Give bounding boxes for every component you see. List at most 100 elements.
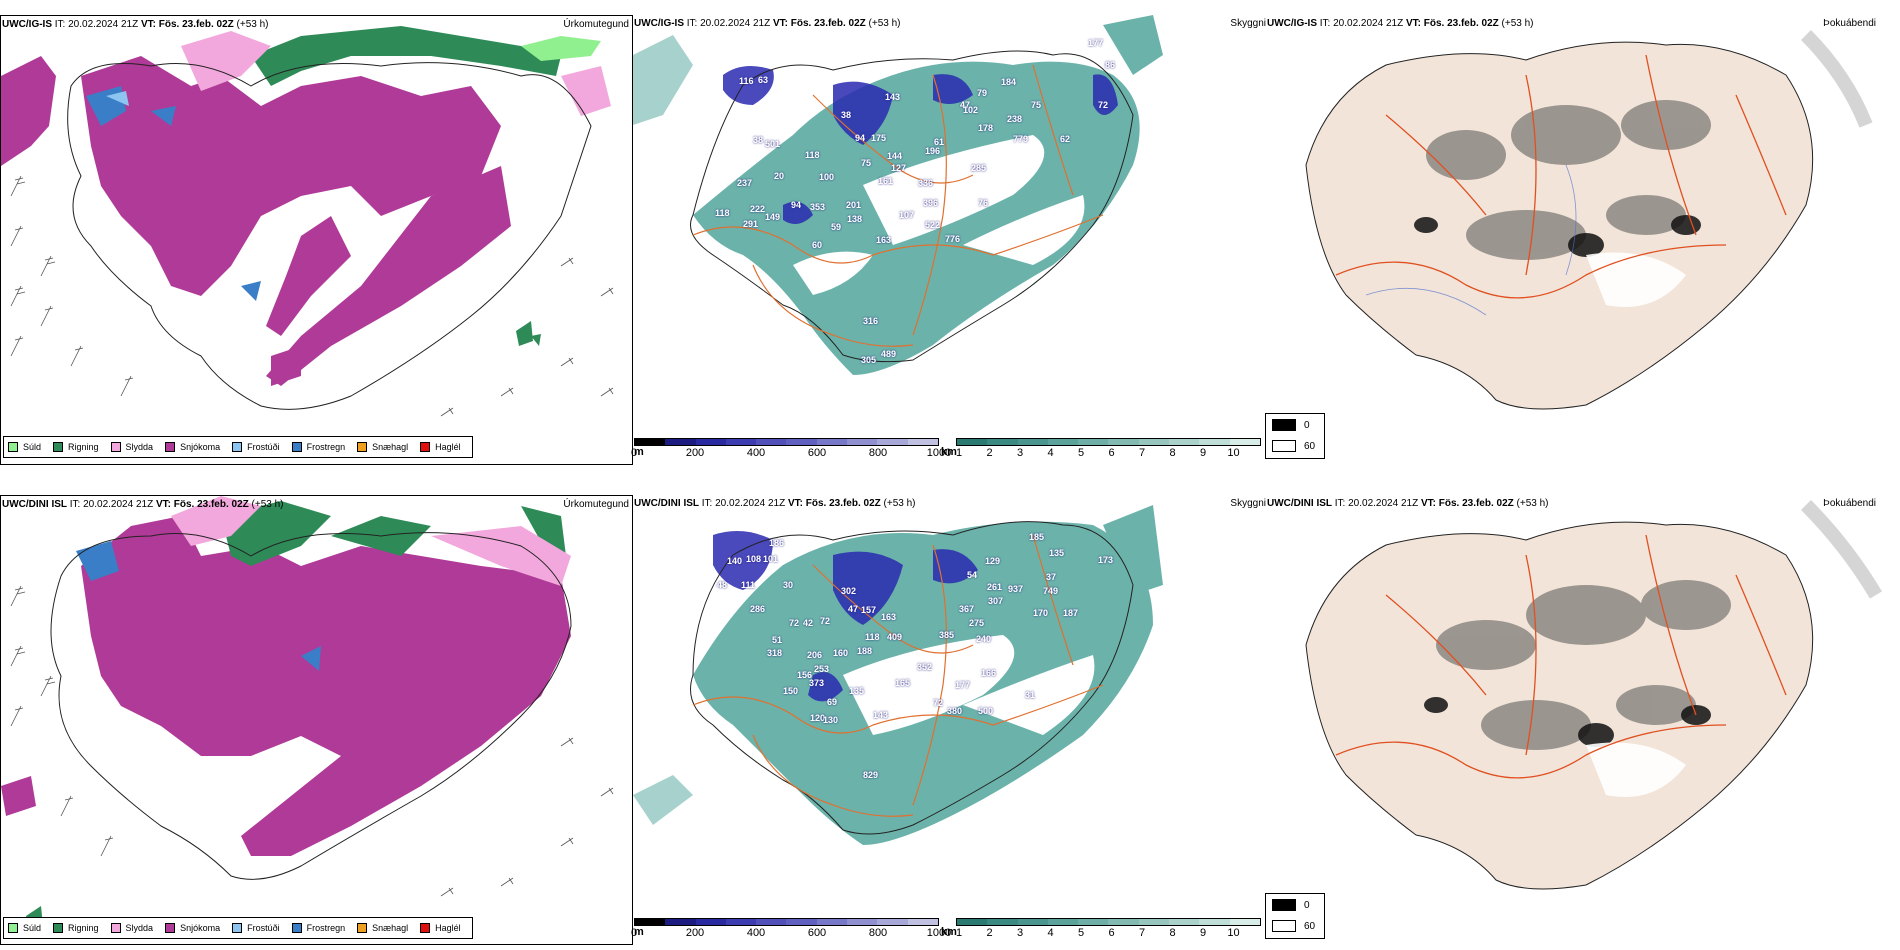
panel-title-1c: UWC/IG-IS IT: 20.02.2024 21Z VT: Fös. 23… (1267, 18, 1534, 29)
fog-legend-row-0: 0 (1272, 419, 1310, 431)
colorbar-swatch (907, 439, 938, 445)
colorbar-tick: 1 (955, 447, 963, 459)
precip-type-map-1 (1, 26, 614, 417)
cloud-base-value: 184 (1001, 77, 1017, 87)
cloud-base-value: 305 (861, 355, 877, 365)
cloud-base-value: 187 (1063, 608, 1079, 618)
colorbar-swatch (1047, 919, 1079, 925)
legend-label: Haglél (435, 442, 461, 452)
fog-map-2 (1305, 500, 1883, 890)
colorbar-swatch (725, 919, 757, 925)
legend-label: Snjókoma (180, 442, 221, 452)
cloud-base-values-2: 185 135 173 186 140 108 101 129 54 37 111 48 30 261 93… (633, 510, 1266, 910)
legend-label: Frostregn (306, 442, 346, 452)
cloud-base-value: 237 (737, 178, 753, 188)
visibility-colorbar-swatches (956, 918, 1261, 926)
legend-swatch (232, 923, 243, 933)
colorbar-tick: 600 (807, 447, 827, 459)
cloud-base-value: 72 (933, 698, 944, 708)
cloud-base-value: 318 (767, 648, 783, 658)
cloud-base-value: 201 (846, 200, 862, 210)
legend-item-snaehagl: Snæhagl (357, 442, 408, 452)
panel-type-label: Þokuábendi (1823, 498, 1876, 509)
visibility-colorbar-swatches (956, 438, 1261, 446)
cloud-base-unit: m (634, 446, 644, 458)
cloud-base-value: 143 (885, 92, 901, 102)
cloud-base-value: 76 (978, 198, 989, 208)
valid-time-label: VT: (1420, 498, 1436, 509)
fog-panel-1: UWC/IG-IS IT: 20.02.2024 21Z VT: Fös. 23… (1266, 15, 1900, 465)
colorbar-tick: 3 (1016, 447, 1024, 459)
colorbar-swatch (786, 919, 817, 925)
precip-type-panel-1: UWC/IG-IS IT: 20.02.2024 21Z VT: Fös. 23… (0, 15, 633, 465)
cloud-base-value: 144 (887, 151, 903, 161)
colorbar-tick: 5 (1077, 927, 1085, 939)
colorbar-tick: 10 (1227, 927, 1240, 939)
cloud-base-value: 177 (1088, 38, 1104, 48)
colorbar-tick: 0 (630, 927, 638, 939)
cloud-base-value: 173 (1098, 555, 1114, 565)
cloud-base-value: 285 (971, 163, 987, 173)
colorbar-swatch (1138, 919, 1170, 925)
legend-item-rigning: Rigning (53, 923, 99, 933)
colorbar-tick: 600 (807, 927, 827, 939)
cloud-base-value: 101 (763, 554, 779, 564)
cloud-base-value: 170 (1033, 608, 1049, 618)
cloud-base-value: 38 (753, 135, 764, 145)
cloud-base-value: 238 (1007, 114, 1023, 124)
colorbar-swatch (816, 439, 848, 445)
cloud-base-value: 178 (978, 123, 994, 133)
colorbar-swatch (665, 919, 696, 925)
cloud-base-value: 160 (833, 648, 849, 658)
fog-map-1 (1305, 30, 1873, 410)
colorbar-swatch (1169, 919, 1200, 925)
colorbar-tick: 800 (868, 447, 888, 459)
legend-swatch (232, 442, 243, 452)
colorbar-swatch (1199, 439, 1230, 445)
legend-label: Frostregn (306, 923, 346, 933)
cloud-base-value: 291 (743, 219, 759, 229)
valid-time: Fös. 23.feb. 02Z (1420, 18, 1499, 29)
legend-label: Frostúði (247, 923, 280, 933)
legend-label: Rigning (68, 442, 99, 452)
cloud-base-value: 130 (823, 715, 839, 725)
model-name: UWC/DINI ISL (2, 499, 67, 510)
fog-legend-2: 0 60 (1265, 893, 1325, 939)
colorbar-tick: 400 (746, 927, 766, 939)
cloud-base-value: 72 (1098, 100, 1109, 110)
colorbar-swatch (907, 919, 938, 925)
cloud-base-value: 72 (789, 618, 800, 628)
legend-label: Slydda (125, 442, 154, 452)
cloud-base-value: 302 (841, 586, 857, 596)
legend-item-haglel: Haglél (420, 923, 461, 933)
colorbar-tick: 9 (1199, 447, 1207, 459)
colorbar-swatch (1017, 919, 1048, 925)
colorbar-swatch (756, 919, 787, 925)
fog-legend-row-0: 0 (1272, 899, 1310, 911)
cloud-base-value: 102 (963, 105, 979, 115)
legend-label: Súld (23, 923, 42, 933)
colorbar-swatch (816, 919, 848, 925)
legend-swatch (165, 923, 176, 933)
init-time: IT: 20.02.2024 21Z (699, 498, 788, 509)
cloud-base-value: 163 (876, 235, 892, 245)
lead-time: (+53 h) (248, 499, 284, 510)
cloud-base-value: 177 (955, 680, 971, 690)
cloud-base-value: 779 (1013, 134, 1029, 144)
colorbar-swatch (1078, 919, 1109, 925)
cloud-base-value: 156 (797, 670, 813, 680)
cloud-base-value: 385 (939, 630, 955, 640)
colorbar-tick: 7 (1138, 447, 1146, 459)
legend-item-snjokoma: Snjókoma (165, 923, 220, 933)
valid-time-label: VT: (155, 499, 171, 510)
cloud-base-value: 240 (976, 634, 992, 644)
cloud-base-value: 72 (820, 616, 831, 626)
panel-type-label: Skyggni (1230, 498, 1266, 509)
cloud-base-value: 749 (1043, 586, 1059, 596)
cloud-base-value: 161 (878, 176, 894, 186)
fog-tick-0: 0 (1304, 419, 1310, 431)
fog-tick-1: 60 (1304, 920, 1316, 932)
colorbar-swatch (635, 919, 666, 925)
cloud-base-value: 352 (917, 662, 933, 672)
colorbar-tick: 4 (1047, 927, 1054, 939)
